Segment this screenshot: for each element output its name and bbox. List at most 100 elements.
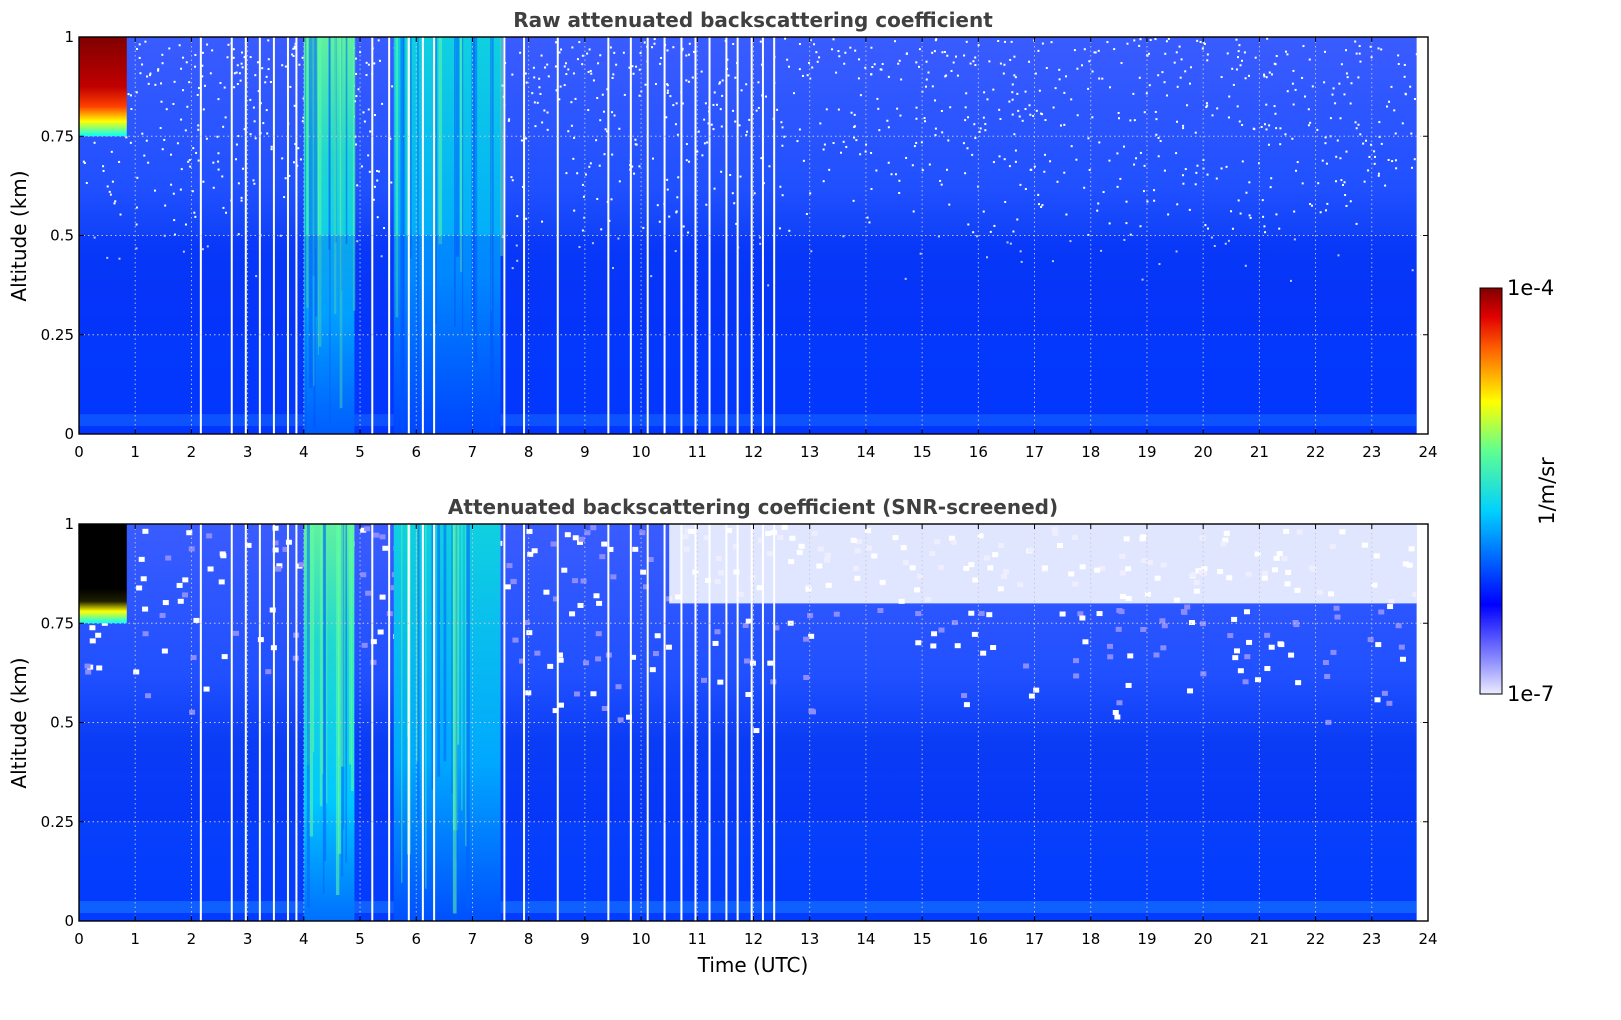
noise-pixel — [974, 137, 977, 140]
noise-pixel — [1354, 121, 1357, 124]
noise-pixel — [368, 170, 371, 173]
noise-pixel — [727, 74, 730, 77]
noise-pixel — [886, 119, 889, 122]
precip-streak — [425, 524, 427, 889]
noise-pixel — [653, 42, 656, 45]
noise-pixel — [666, 178, 669, 181]
noise-pixel — [1133, 163, 1136, 166]
noise-pixel — [595, 656, 602, 662]
noise-pixel — [691, 76, 694, 79]
noise-pixel — [233, 72, 236, 75]
noise-pixel — [390, 181, 393, 184]
noise-pixel — [983, 91, 986, 94]
noise-pixel — [1179, 76, 1182, 79]
noise-pixel — [992, 161, 995, 164]
noise-pixel — [1391, 160, 1394, 163]
noise-pixel — [219, 551, 226, 557]
noise-pixel — [597, 62, 600, 65]
noise-pixel — [1374, 697, 1381, 703]
noise-pixel — [767, 660, 774, 666]
noise-pixel — [1079, 615, 1086, 621]
noise-pixel — [934, 99, 937, 102]
noise-pixel — [197, 128, 200, 131]
noise-pixel — [739, 175, 742, 178]
noise-pixel — [1233, 648, 1240, 654]
noise-pixel — [159, 612, 166, 618]
noise-pixel — [915, 106, 918, 109]
noise-pixel — [519, 51, 522, 54]
noise-pixel — [767, 284, 770, 287]
noise-pixel — [572, 535, 579, 541]
noise-pixel — [589, 162, 592, 165]
noise-pixel — [182, 577, 189, 583]
noise-pixel — [264, 81, 267, 84]
noise-pixel — [1309, 203, 1312, 206]
y-axis-label: Altitude (km) — [7, 657, 31, 788]
noise-pixel — [165, 555, 172, 561]
noise-pixel — [1296, 161, 1299, 164]
noise-pixel — [265, 75, 268, 78]
noise-pixel — [776, 108, 779, 111]
noise-pixel — [565, 172, 568, 175]
noise-pixel — [1317, 182, 1320, 185]
noise-pixel — [1377, 174, 1380, 177]
noise-pixel — [543, 589, 550, 595]
noise-pixel — [798, 42, 801, 45]
noise-pixel — [1176, 85, 1179, 88]
noise-pixel — [599, 54, 602, 57]
precip-streak — [345, 37, 348, 244]
noise-pixel — [918, 65, 921, 68]
precip-streak — [309, 524, 314, 837]
noise-pixel — [651, 157, 654, 160]
noise-pixel — [1194, 131, 1197, 134]
missing-profile-column — [773, 37, 776, 434]
noise-pixel — [240, 196, 243, 199]
noise-pixel — [998, 155, 1001, 158]
noise-pixel — [197, 124, 200, 127]
noise-pixel — [237, 233, 240, 236]
noise-pixel — [188, 158, 191, 161]
noise-pixel — [608, 219, 611, 222]
noise-pixel — [934, 127, 937, 130]
noise-pixel — [370, 639, 377, 645]
noise-pixel — [538, 77, 541, 80]
noise-pixel — [1263, 75, 1266, 78]
noise-pixel — [720, 125, 723, 128]
y-tick-label: 1 — [64, 515, 74, 533]
noise-pixel — [135, 91, 138, 94]
noise-pixel — [971, 631, 978, 637]
noise-pixel — [572, 578, 579, 584]
noise-pixel — [934, 134, 937, 137]
noise-pixel — [1367, 169, 1370, 172]
noise-pixel — [559, 85, 562, 88]
noise-pixel — [887, 126, 890, 129]
noise-pixel — [1268, 71, 1271, 74]
noise-pixel — [282, 546, 289, 552]
noise-pixel — [1157, 155, 1160, 158]
noise-pixel — [1207, 227, 1210, 230]
noise-pixel — [582, 660, 589, 666]
noise-pixel — [224, 116, 227, 119]
noise-pixel — [685, 54, 688, 57]
noise-pixel — [526, 528, 533, 534]
noise-pixel — [749, 660, 756, 666]
noise-pixel — [369, 130, 372, 133]
noise-pixel — [1082, 639, 1089, 645]
noise-pixel — [984, 123, 987, 126]
noise-pixel — [1076, 67, 1079, 70]
noise-pixel — [700, 70, 703, 73]
noise-pixel — [1114, 714, 1121, 720]
noise-pixel — [757, 81, 760, 84]
noise-pixel — [807, 613, 814, 619]
noise-pixel — [999, 62, 1002, 65]
noise-pixel — [218, 579, 225, 585]
noise-pixel — [176, 582, 183, 588]
noise-pixel — [581, 229, 584, 232]
precip-streak — [459, 37, 463, 273]
noise-pixel — [1410, 166, 1413, 169]
noise-pixel — [102, 169, 105, 172]
noise-pixel — [638, 68, 641, 71]
noise-pixel — [1196, 39, 1199, 42]
noise-pixel — [1270, 177, 1273, 180]
missing-profile-column — [694, 37, 697, 434]
